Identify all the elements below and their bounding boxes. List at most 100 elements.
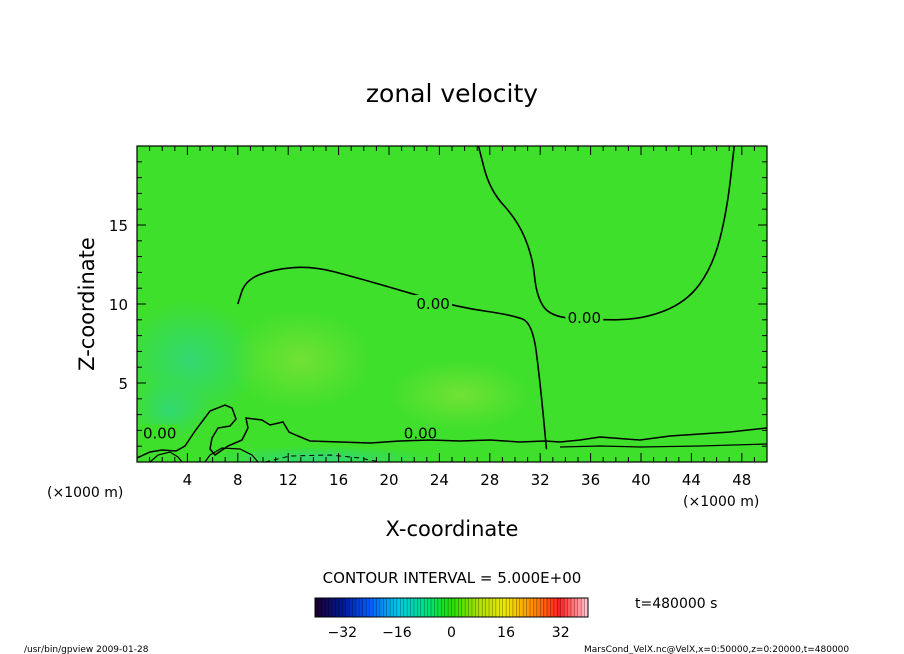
colorbar-cell <box>407 598 411 617</box>
colorbar-cell <box>369 598 374 617</box>
colorbar-cell <box>342 598 347 617</box>
colorbar-cell <box>485 598 490 617</box>
colorbar-cell <box>489 598 493 617</box>
colorbar-cell <box>355 598 360 617</box>
colorbar-cell <box>383 598 388 617</box>
colorbar-cell <box>564 598 568 617</box>
colorbar-cell <box>519 598 524 617</box>
x-tick-label: 40 <box>631 471 650 489</box>
colorbar-cell <box>376 598 381 617</box>
colorbar-cell <box>550 598 555 617</box>
contour-lines: 0.00 0.00 0.00 0.00 <box>140 146 736 450</box>
colorbar-cell <box>533 598 538 617</box>
colorbar-cell <box>543 598 548 617</box>
colorbar-cell <box>454 598 459 617</box>
y-tick-label: 5 <box>118 375 128 393</box>
colorbar-cell <box>437 598 442 617</box>
colorbar-cell <box>410 598 415 617</box>
colorbar-cell <box>499 598 504 617</box>
colorbar-cell <box>560 598 565 617</box>
x-tick-label: 8 <box>233 471 243 489</box>
colorbar-cell <box>318 598 323 617</box>
x-tick-label: 36 <box>581 471 600 489</box>
colorbar-cell <box>417 598 422 617</box>
x-tick-label: 28 <box>480 471 499 489</box>
colorbar-cell <box>444 598 449 617</box>
x-tick-label: 12 <box>279 471 298 489</box>
colorbar-tick-label: −32 <box>328 625 358 641</box>
colorbar-cell <box>523 598 527 617</box>
colorbar-cell <box>536 598 541 617</box>
colorbar-cell <box>584 598 589 617</box>
x-tick-label: 24 <box>430 471 449 489</box>
axis-ticks <box>137 146 767 462</box>
x-tick-label: 32 <box>531 471 550 489</box>
colorbar-cell <box>335 598 340 617</box>
colorbar-tick-labels: −32 −16 0 16 32 <box>328 625 570 641</box>
colorbar-cell <box>393 598 398 617</box>
colorbar-tick-label: 16 <box>497 625 515 641</box>
x-tick-label: 16 <box>329 471 348 489</box>
colorbar-cell <box>345 598 350 617</box>
colorbar-cell <box>509 598 514 617</box>
colorbar-cell <box>366 598 370 617</box>
contour-interval-text: CONTOUR INTERVAL = 5.000E+00 <box>323 569 582 587</box>
colorbar-cell <box>512 598 517 617</box>
colorbar-cell <box>431 598 435 617</box>
colorbar-cell <box>448 598 452 617</box>
colorbar-cell <box>321 598 326 617</box>
colorbar-cell <box>502 598 507 617</box>
surface-contour <box>137 404 767 459</box>
colorbar-cell <box>451 598 456 617</box>
y-tick-label: 10 <box>109 296 128 314</box>
colorbar-cell <box>386 598 391 617</box>
colorbar-tick-label: −16 <box>382 625 412 641</box>
zero-contour-line <box>237 266 548 450</box>
colorbar-cell <box>359 598 364 617</box>
contour-label: 0.00 <box>143 425 176 443</box>
colorbar-cell <box>338 598 343 617</box>
colorbar-cell <box>458 598 463 617</box>
colorbar-cell <box>468 598 473 617</box>
colorbar-cell <box>424 598 429 617</box>
colorbar-cell <box>570 598 575 617</box>
x-unit-label-left: (×1000 m) <box>47 485 123 501</box>
colorbar-cell <box>315 598 319 617</box>
colorbar-cell <box>465 598 469 617</box>
colorbar-cell <box>577 598 582 617</box>
colorbar-cell <box>475 598 480 617</box>
colorbar-cell <box>526 598 531 617</box>
colorbar-cell <box>349 598 353 617</box>
colorbar-cell <box>574 598 579 617</box>
colorbar-cell <box>325 598 330 617</box>
colorbar-cell <box>434 598 439 617</box>
field-blob-warm <box>230 310 370 410</box>
contour-label: 0.00 <box>404 425 437 443</box>
colorbar-cell <box>461 598 466 617</box>
contour-label: 0.00 <box>568 309 601 327</box>
contour-label-bg <box>565 309 604 327</box>
colorbar-cell <box>332 598 336 617</box>
chart-title: zonal velocity <box>366 79 538 108</box>
colorbar-cell <box>400 598 405 617</box>
footer-left: /usr/bin/gpview 2009-01-28 <box>24 645 149 654</box>
colorbar-cell <box>495 598 500 617</box>
colorbar-cell <box>482 598 487 617</box>
colorbar-cell <box>413 598 418 617</box>
colorbar <box>314 597 589 618</box>
x-tick-label: 20 <box>379 471 398 489</box>
colorbar-tick-label: 0 <box>447 625 456 641</box>
colorbar-cell <box>390 598 394 617</box>
colorbar-cell <box>516 598 521 617</box>
x-tick-label: 4 <box>183 471 193 489</box>
x-axis-label: X-coordinate <box>386 517 519 541</box>
x-unit-label-right: (×1000 m) <box>683 494 759 510</box>
x-tick-label: 44 <box>682 471 701 489</box>
colorbar-cell <box>553 598 558 617</box>
colorbar-cell <box>529 598 534 617</box>
y-axis-label: Z-coordinate <box>75 237 99 371</box>
colorbar-cell <box>547 598 551 617</box>
surface-contour-dashed <box>264 454 381 462</box>
colorbar-frame <box>314 597 589 618</box>
